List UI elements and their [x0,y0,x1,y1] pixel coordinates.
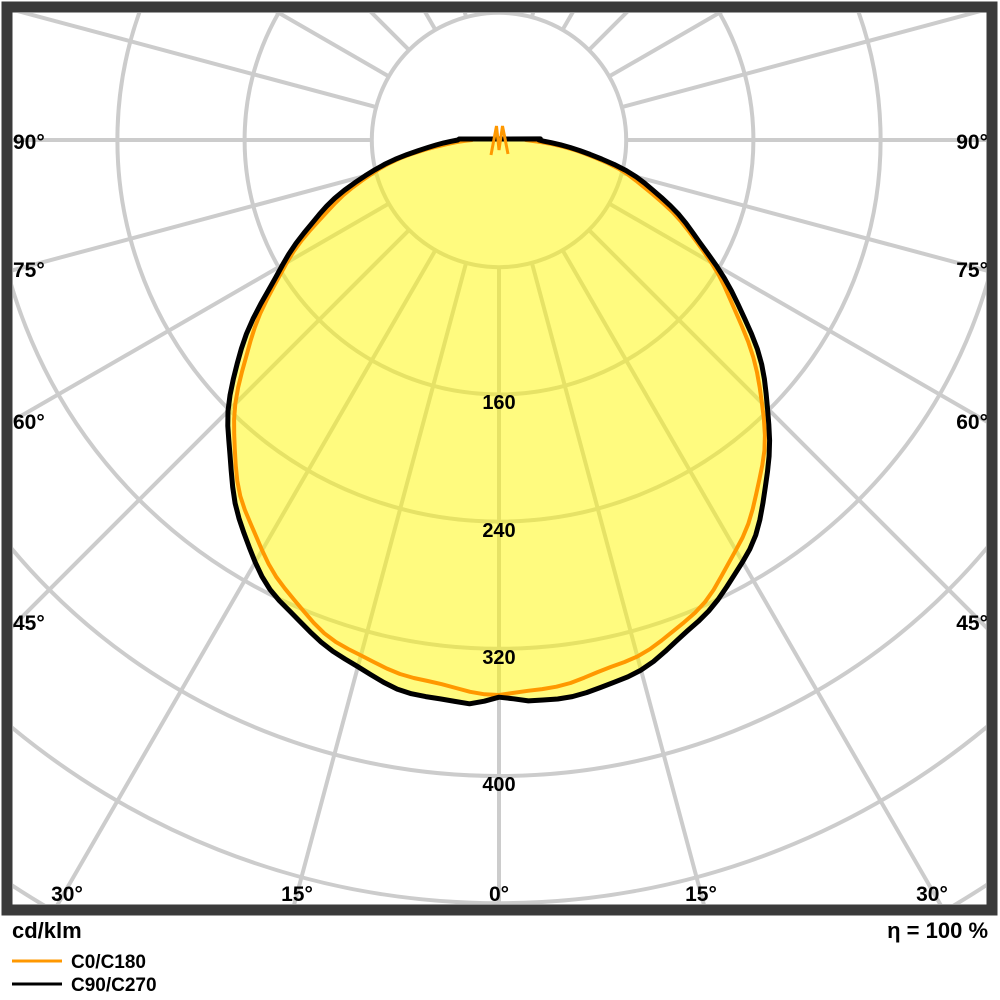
angle-label-bottom-30-left: 30° [51,883,83,906]
diagram-frame [1,1,998,916]
angle-labels-left: 90° 75° 60° 45° [13,131,45,635]
legend: C0/C180 C90/C270 [12,952,157,996]
efficiency-label: η = 100 % [887,918,988,943]
legend-label-c90-c270: C90/C270 [71,975,157,996]
grid-spoke-255 [17,13,377,110]
radial-label-320: 320 [482,647,515,669]
radial-label-160: 160 [482,392,515,414]
grid-spoke-60 [608,201,986,424]
angle-labels-right: 90° 75° 60° 45° [956,131,988,635]
radial-label-240: 240 [482,520,515,542]
angle-label-right-60: 60° [956,411,988,434]
angle-labels-bottom: 30° 15° 0° 15° 30° [51,883,948,906]
angle-label-left-45: 45° [13,612,45,635]
grid-spoke-105 [621,13,981,110]
radial-tick-labels: 160 240 320 400 [482,392,515,796]
intensity-fill [227,138,770,704]
angle-label-bottom-30-right: 30° [916,883,948,906]
legend-label-c0-c180: C0/C180 [71,952,146,973]
angle-label-bottom-0: 0° [489,883,509,906]
angle-label-left-60: 60° [13,411,45,434]
angle-label-right-75: 75° [956,259,988,282]
origin-spike-artifact [489,125,510,156]
angle-label-left-75: 75° [13,259,45,282]
intensity-curves [225,125,773,707]
grid-spoke-75 [621,170,986,273]
grid-spoke-285 [13,170,377,273]
angle-label-right-45: 45° [956,612,988,635]
angle-label-left-90: 90° [13,131,45,154]
grid-spoke-300 [13,201,390,423]
curve-c90-c270 [225,136,773,707]
radial-label-400: 400 [482,774,515,796]
unit-label: cd/klm [12,918,82,943]
angle-label-bottom-15-left: 15° [281,883,313,906]
angle-label-bottom-15-right: 15° [685,883,717,906]
angle-label-right-90: 90° [956,131,988,154]
